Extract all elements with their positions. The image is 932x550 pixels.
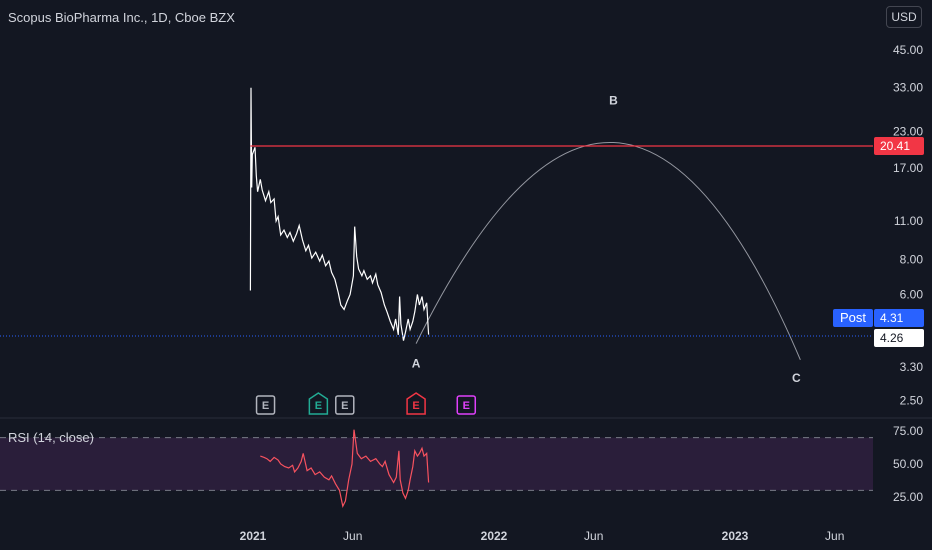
svg-text:E: E [463,400,470,412]
rsi-indicator-label[interactable]: RSI (14, close) [8,430,94,445]
svg-text:E: E [412,400,419,412]
svg-text:E: E [315,400,322,412]
rsi-series-line[interactable] [260,429,430,509]
annotation-layer: A B C E E E E E [0,94,873,415]
grid-layer [0,417,932,491]
price-axis-tick: 3.30 [900,360,924,374]
time-axis-tick: Jun [584,529,603,543]
wave-label-a: A [412,357,421,371]
rsi-axis-tick: 75.00 [893,424,923,438]
rsi-line-layer [260,429,430,509]
chart-title: Scopus BioPharma Inc., 1D, Cboe BZX [8,10,235,25]
earnings-marker[interactable]: E [308,392,329,415]
wave-label-c: C [792,371,801,385]
wave-label-b: B [609,94,618,108]
last-price-label: 4.26 [874,329,924,347]
time-axis-tick: 2023 [722,529,749,543]
currency-selector[interactable]: USD [886,6,922,28]
earnings-marker[interactable]: E [406,392,426,415]
time-axis-tick: Jun [825,529,844,543]
rsi-band-layer [0,437,873,491]
svg-text:E: E [262,400,269,412]
projection-arc-layer [415,142,801,361]
price-axis-tick: 23.00 [893,125,923,139]
rsi-axis-tick: 25.00 [893,490,923,504]
projection-arc[interactable] [415,142,801,361]
price-axis-tick: 6.00 [900,287,924,301]
time-axis-tick: 2022 [481,529,508,543]
earnings-marker[interactable]: E [456,395,477,415]
price-axis-tick: 17.00 [893,161,923,175]
post-market-badge: Post [833,309,873,327]
resistance-price-label: 20.41 [874,137,924,155]
price-axis-tick: 8.00 [900,253,924,267]
time-axis-tick: Jun [343,529,362,543]
svg-text:E: E [341,400,348,412]
price-axis-tick: 2.50 [900,394,924,408]
price-series-line[interactable] [249,87,430,341]
earnings-marker[interactable]: E [255,395,276,415]
rsi-axis-tick: 50.00 [893,457,923,471]
axis-layer: 45.00 33.00 23.00 17.00 11.00 8.00 6.00 3.30 2.5… [240,43,924,543]
price-axis-tick: 11.00 [894,214,923,228]
time-axis-tick: 2021 [240,529,267,543]
post-price-label: 4.31 [874,309,924,327]
price-axis-tick: 33.00 [893,81,923,95]
rsi-band [0,437,873,491]
price-line-layer [249,87,430,341]
price-axis-tick: 45.00 [893,43,923,57]
earnings-marker[interactable]: E [335,395,355,415]
